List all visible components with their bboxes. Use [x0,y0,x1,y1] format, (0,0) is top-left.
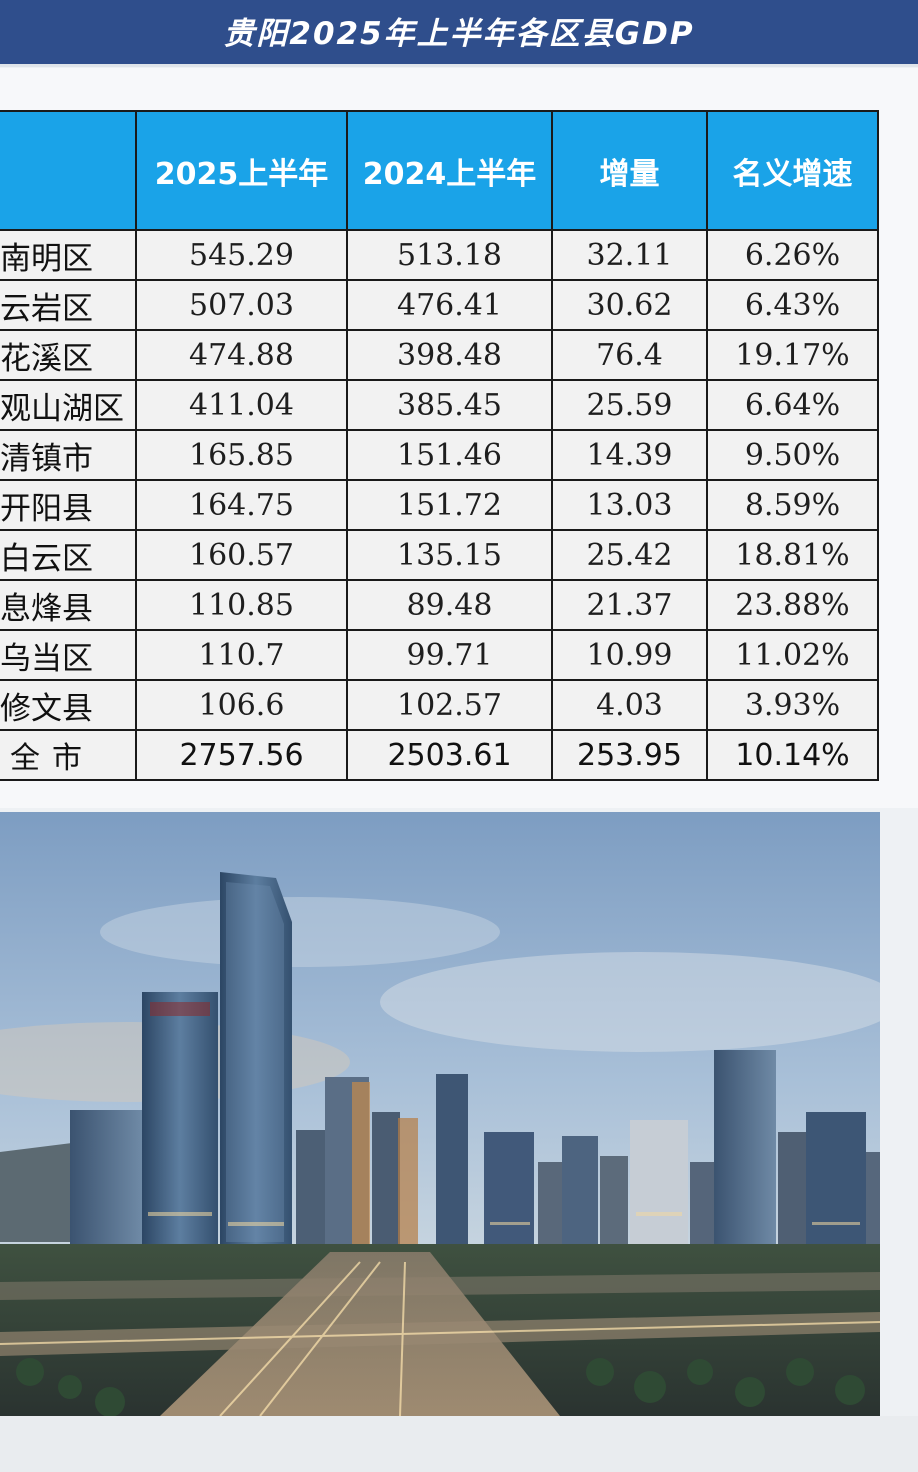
gdp-2025: 474.88 [135,329,348,381]
region-name: 乌当区 [0,629,137,681]
region-name: 开阳县 [0,479,137,531]
header-region [0,110,137,231]
table-panel: 2025上半年 2024上半年 增量 名义增速 南明区 545.29 513.1… [0,68,918,808]
gdp-increase: 14.39 [551,429,708,481]
gdp-2024: 513.18 [346,229,553,281]
gdp-growth: 3.93% [706,679,879,731]
title-banner: 贵阳2025年上半年各区县GDP [0,0,918,67]
total-label: 全市 [0,729,137,781]
gdp-2024: 89.48 [346,579,553,631]
gdp-2024: 102.57 [346,679,553,731]
gdp-2025: 106.6 [135,679,348,731]
table-row: 乌当区 110.7 99.71 10.99 11.02% [0,629,879,681]
table-row: 清镇市 165.85 151.46 14.39 9.50% [0,429,879,481]
table-row: 观山湖区 411.04 385.45 25.59 6.64% [0,379,879,431]
page-title: 贵阳2025年上半年各区县GDP [223,16,695,52]
region-name: 白云区 [0,529,137,581]
region-name: 云岩区 [0,279,137,331]
gdp-increase: 13.03 [551,479,708,531]
gdp-increase: 32.11 [551,229,708,281]
table-row: 云岩区 507.03 476.41 30.62 6.43% [0,279,879,331]
header-nominal-growth: 名义增速 [706,110,879,231]
gdp-2024: 476.41 [346,279,553,331]
table-header-row: 2025上半年 2024上半年 增量 名义增速 [0,110,879,231]
header-2024-h1: 2024上半年 [346,110,553,231]
table-row: 南明区 545.29 513.18 32.11 6.26% [0,229,879,281]
gdp-growth: 18.81% [706,529,879,581]
gdp-increase: 30.62 [551,279,708,331]
table-row: 花溪区 474.88 398.48 76.4 19.17% [0,329,879,381]
gdp-2024: 99.71 [346,629,553,681]
table-row: 息烽县 110.85 89.48 21.37 23.88% [0,579,879,631]
total-increase: 253.95 [551,729,708,781]
gdp-2025: 545.29 [135,229,348,281]
gdp-2024: 398.48 [346,329,553,381]
region-name: 息烽县 [0,579,137,631]
gdp-2024: 151.72 [346,479,553,531]
total-gdp-2025: 2757.56 [135,729,348,781]
gdp-growth: 19.17% [706,329,879,381]
gdp-growth: 9.50% [706,429,879,481]
city-skyline-photo [0,812,880,1416]
gdp-table: 2025上半年 2024上半年 增量 名义增速 南明区 545.29 513.1… [0,110,879,781]
gdp-growth: 6.43% [706,279,879,331]
gdp-growth: 23.88% [706,579,879,631]
table-total-row: 全市 2757.56 2503.61 253.95 10.14% [0,729,879,781]
region-name: 清镇市 [0,429,137,481]
gdp-increase: 4.03 [551,679,708,731]
gdp-increase: 10.99 [551,629,708,681]
gdp-growth: 6.26% [706,229,879,281]
header-increase: 增量 [551,110,708,231]
gdp-2025: 110.7 [135,629,348,681]
gdp-2024: 135.15 [346,529,553,581]
table-row: 开阳县 164.75 151.72 13.03 8.59% [0,479,879,531]
gdp-growth: 8.59% [706,479,879,531]
table-row: 白云区 160.57 135.15 25.42 18.81% [0,529,879,581]
gdp-2025: 160.57 [135,529,348,581]
gdp-2025: 411.04 [135,379,348,431]
table-row: 修文县 106.6 102.57 4.03 3.93% [0,679,879,731]
gdp-increase: 21.37 [551,579,708,631]
gdp-2025: 164.75 [135,479,348,531]
gdp-increase: 25.42 [551,529,708,581]
bottom-strip [0,1416,918,1472]
gdp-growth: 6.64% [706,379,879,431]
gdp-growth: 11.02% [706,629,879,681]
region-name: 修文县 [0,679,137,731]
gdp-increase: 76.4 [551,329,708,381]
gdp-2024: 385.45 [346,379,553,431]
header-2025-h1: 2025上半年 [135,110,348,231]
gdp-2025: 165.85 [135,429,348,481]
region-name: 观山湖区 [0,379,137,431]
region-name: 花溪区 [0,329,137,381]
gdp-2025: 110.85 [135,579,348,631]
gdp-2024: 151.46 [346,429,553,481]
total-growth: 10.14% [706,729,879,781]
region-name: 南明区 [0,229,137,281]
gdp-increase: 25.59 [551,379,708,431]
total-gdp-2024: 2503.61 [346,729,553,781]
gdp-2025: 507.03 [135,279,348,331]
